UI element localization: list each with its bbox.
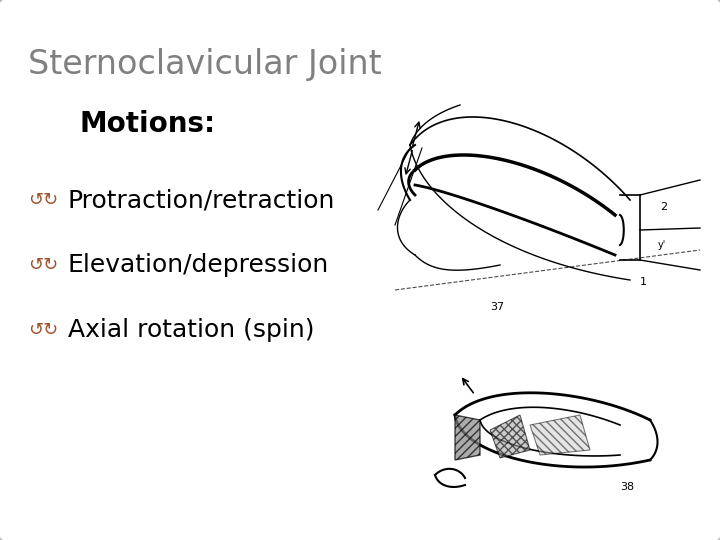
Polygon shape [455, 415, 480, 460]
Polygon shape [530, 415, 590, 455]
Text: Axial rotation (spin): Axial rotation (spin) [68, 318, 315, 342]
Text: 37: 37 [490, 302, 504, 312]
Text: ↺↻: ↺↻ [28, 191, 58, 209]
Text: 1: 1 [640, 277, 647, 287]
Text: ↺↻: ↺↻ [28, 321, 58, 339]
Text: 38: 38 [620, 482, 634, 492]
Text: ↺↻: ↺↻ [28, 256, 58, 274]
Text: y': y' [658, 240, 666, 250]
Text: 2: 2 [660, 202, 667, 212]
Text: Elevation/depression: Elevation/depression [68, 253, 329, 277]
Polygon shape [490, 415, 530, 458]
Text: Motions:: Motions: [80, 110, 216, 138]
Text: Sternoclavicular Joint: Sternoclavicular Joint [28, 48, 382, 81]
Text: Protraction/retraction: Protraction/retraction [68, 188, 336, 212]
